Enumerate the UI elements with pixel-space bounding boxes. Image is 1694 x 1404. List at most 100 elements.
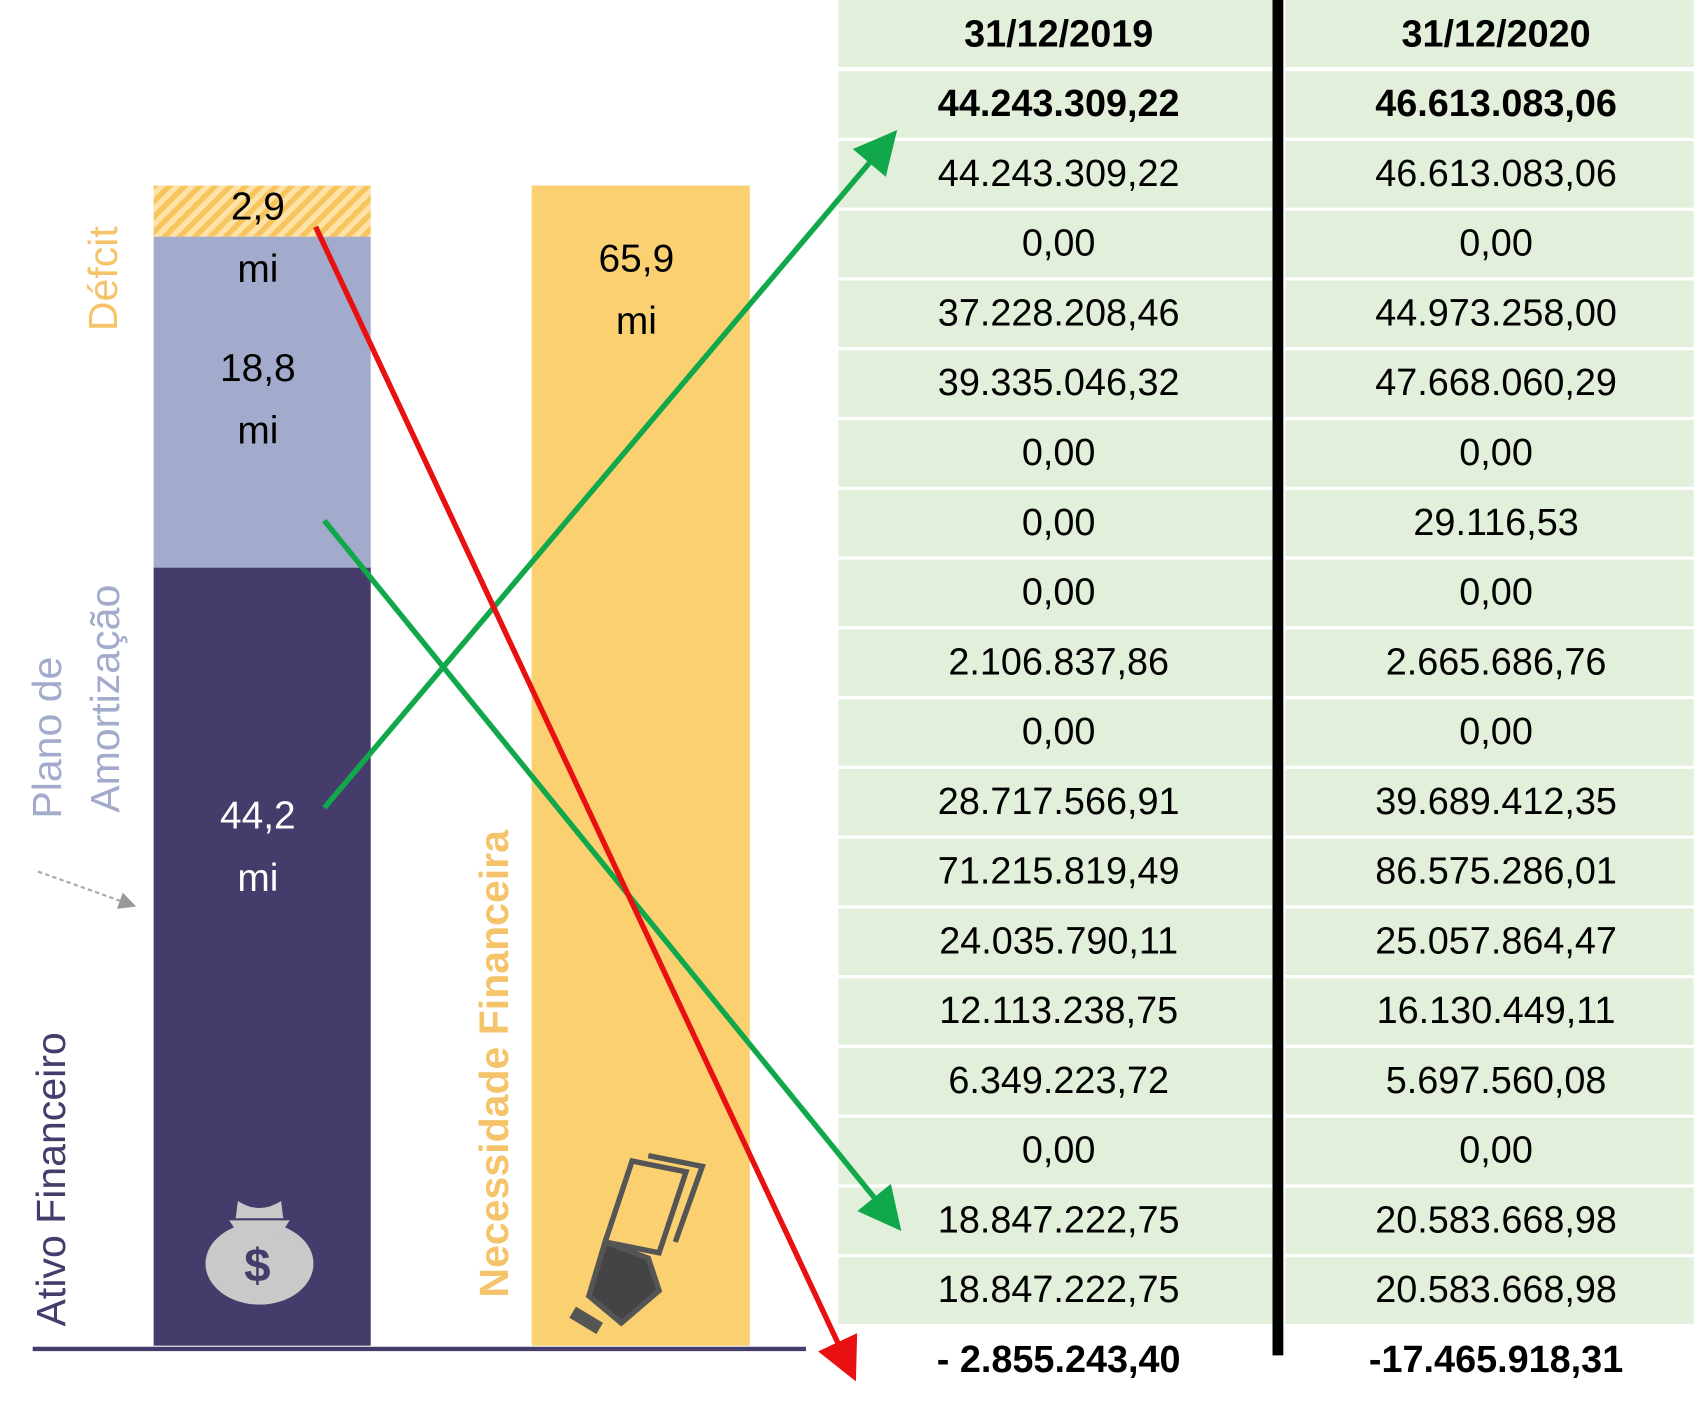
- table-cell: [838, 768, 1273, 836]
- table: 31/12/2019 31/12/2020 44.243.309,22 46.613.…: [937, 14, 1623, 1381]
- money-bag-icon: $: [205, 1200, 314, 1305]
- cell-value: 39.689.412,35: [1375, 781, 1617, 823]
- cell-value: 28.717.566,91: [938, 781, 1180, 823]
- hand-money-icon: [569, 1152, 706, 1334]
- table-cell: [1285, 141, 1694, 208]
- cell-value: 46.613.083,06: [1375, 153, 1617, 195]
- cell-value: 24.035.790,11: [939, 920, 1178, 962]
- table-cell: [838, 71, 1273, 138]
- green-arrow: [322, 518, 902, 1231]
- column-header: 31/12/2019: [964, 14, 1153, 56]
- table-cell: [1285, 699, 1694, 766]
- table-cell: [1285, 1257, 1694, 1324]
- cell-value: 0,00: [1022, 223, 1096, 265]
- bar: [531, 185, 750, 1346]
- table-cell: [1285, 908, 1694, 976]
- cell-value: 86.575.286,01: [1375, 851, 1617, 893]
- cell-value: 0,00: [1459, 572, 1533, 614]
- bar-unit-label: mi: [237, 409, 278, 452]
- bar: [153, 185, 371, 237]
- table-cell: [838, 978, 1273, 1045]
- table-cell: [838, 489, 1273, 557]
- axis-label: Ativo Financeiro: [28, 1032, 74, 1326]
- cell-value: 46.613.083,06: [1375, 83, 1617, 125]
- axis-label: Défcit: [80, 226, 126, 331]
- cell-value: 18.847.222,75: [938, 1199, 1180, 1241]
- table-cell: [838, 350, 1273, 417]
- table-cell: [1285, 1187, 1694, 1255]
- cell-value: 0,00: [1459, 223, 1533, 265]
- cell-value: 5.697.560,08: [1386, 1060, 1607, 1102]
- cell-value: 0,00: [1022, 711, 1096, 753]
- table-cell: [1285, 1048, 1694, 1115]
- table-cell: [838, 629, 1273, 696]
- cell-value: 44.973.258,00: [1375, 292, 1617, 334]
- cell-value: 44.243.309,22: [938, 153, 1180, 195]
- axis-label: Plano de: [24, 657, 70, 819]
- table-cell: [1285, 1117, 1694, 1185]
- cell-value: 16.130.449,11: [1377, 990, 1616, 1032]
- bar-unit-label: mi: [616, 300, 657, 343]
- table-cell: [1285, 978, 1694, 1045]
- bar-value-label: 65,9: [599, 237, 675, 280]
- cell-value: -17.465.918,31: [1369, 1339, 1623, 1381]
- cell-value: 0,00: [1022, 1130, 1096, 1172]
- table-cell: [838, 1187, 1273, 1255]
- bar-chart: 44,2 mi 18,8 mi 2,9 mi 65,9 mi Ativo Financeiro P…: [24, 185, 750, 1346]
- table-cell: [1285, 71, 1694, 138]
- green-arrow: [322, 129, 898, 810]
- cell-value: 0,00: [1022, 502, 1096, 544]
- cell-value: 44.243.309,22: [938, 83, 1180, 125]
- table-cell: [838, 699, 1273, 766]
- cell-value: 12.113.238,75: [939, 990, 1178, 1032]
- bar-value-label: 18,8: [220, 347, 296, 390]
- header-cell: [838, 0, 1273, 67]
- cell-value: 37.228.208,46: [938, 292, 1180, 334]
- table-cell: [838, 141, 1273, 208]
- table-cell: [838, 1327, 1273, 1394]
- cell-value: 0,00: [1022, 572, 1096, 614]
- bar: [153, 236, 371, 568]
- table-cell: [1285, 210, 1694, 278]
- table-cell: [838, 1257, 1273, 1324]
- cell-value: 0,00: [1022, 432, 1096, 474]
- table-cell: [1285, 559, 1694, 627]
- red-arrow: [313, 225, 858, 1382]
- cell-value: 18.847.222,75: [938, 1269, 1180, 1311]
- svg-text:$: $: [244, 1240, 270, 1293]
- table-cell: [838, 838, 1273, 906]
- cell-value: 0,00: [1459, 711, 1533, 753]
- cell-value: 0,00: [1459, 1130, 1533, 1172]
- table-cell: [1285, 768, 1694, 836]
- table-cell: [1285, 838, 1694, 906]
- cell-value: 20.583.668,98: [1375, 1269, 1617, 1311]
- cell-value: 2.665.686,76: [1386, 641, 1607, 683]
- table-cell: [838, 1048, 1273, 1115]
- bar-unit-label: mi: [237, 857, 278, 900]
- column-header: 31/12/2020: [1401, 14, 1590, 56]
- table-background: [838, 0, 1694, 1394]
- table-cell: [838, 1117, 1273, 1185]
- cell-value: 71.215.819,49: [938, 851, 1180, 893]
- table-cell: [838, 420, 1273, 487]
- table-cell: [1285, 1327, 1694, 1394]
- dashed-arrow: [37, 870, 137, 909]
- header-cell: [1285, 0, 1694, 67]
- table-cell: [1285, 629, 1694, 696]
- table-cell: [1285, 350, 1694, 417]
- cell-value: 0,00: [1459, 432, 1533, 474]
- cell-value: 29.116,53: [1413, 502, 1578, 544]
- cell-value: 20.583.668,98: [1375, 1199, 1617, 1241]
- axis-label: Amortização: [82, 585, 128, 813]
- cell-value: 2.106.837,86: [948, 641, 1169, 683]
- table-cell: [838, 559, 1273, 627]
- bar-value-label: 44,2: [220, 794, 296, 837]
- table-cell: [838, 210, 1273, 278]
- cell-value: 39.335.046,32: [938, 362, 1180, 404]
- cell-value: 25.057.864,47: [1375, 920, 1617, 962]
- axis-label: Necessidade Financeira: [471, 829, 517, 1298]
- cell-value: 47.668.060,29: [1375, 362, 1617, 404]
- table-cell: [838, 280, 1273, 348]
